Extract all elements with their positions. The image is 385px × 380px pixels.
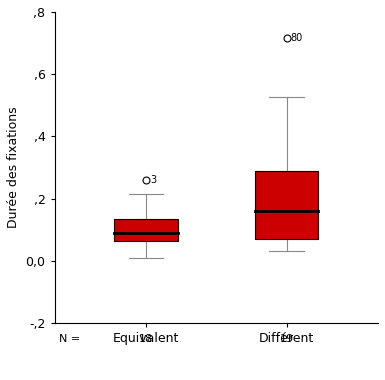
- Bar: [114, 219, 177, 241]
- Text: 19: 19: [280, 334, 294, 344]
- Bar: [255, 171, 318, 239]
- Text: N =: N =: [59, 334, 80, 344]
- Text: 3: 3: [150, 175, 156, 185]
- Text: 80: 80: [291, 33, 303, 43]
- Text: 18: 18: [139, 334, 153, 344]
- Y-axis label: Durée des fixations: Durée des fixations: [7, 107, 20, 228]
